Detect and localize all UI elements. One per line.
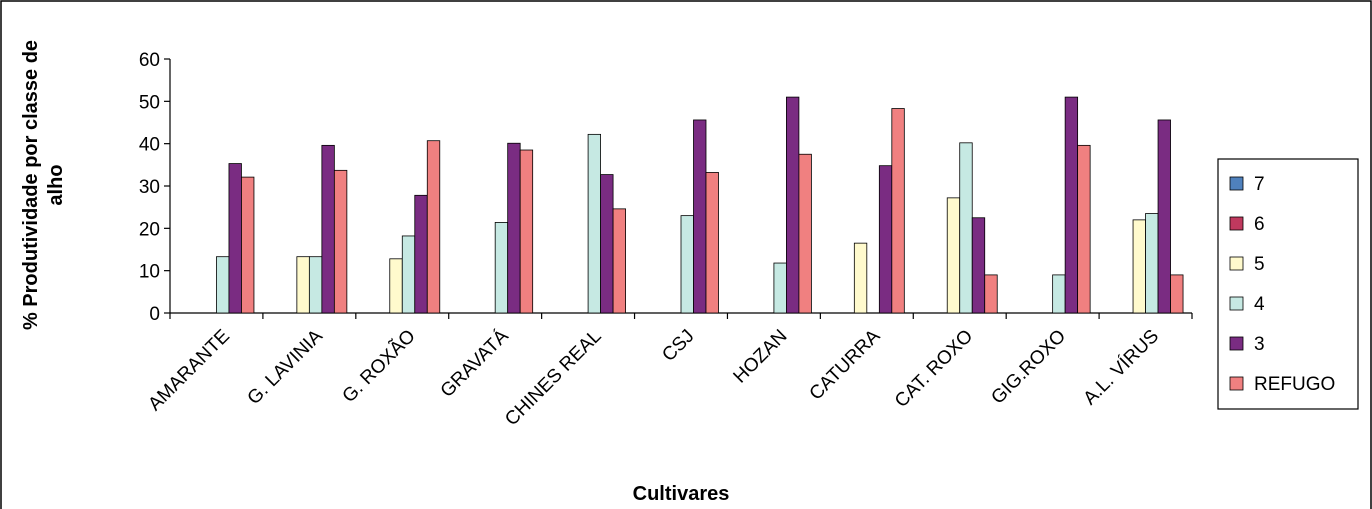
bar (891, 108, 905, 314)
bar (798, 153, 812, 314)
y-axis-title: % Produtividade por classe de alho (20, 40, 67, 330)
bar (333, 169, 348, 314)
y-tick-label: 60 (139, 50, 160, 71)
bar (959, 142, 973, 314)
legend: 7 6 5 4 3 REFUGO (1217, 158, 1359, 410)
bar (1157, 119, 1171, 314)
bar (1145, 213, 1159, 314)
legend-label: 6 (1254, 214, 1265, 235)
legend-label: 5 (1254, 254, 1265, 275)
y-tick-label: 40 (139, 135, 160, 156)
bar (878, 165, 893, 314)
bar (494, 222, 509, 314)
bar (1170, 274, 1184, 314)
bar (426, 140, 441, 314)
bar (1132, 219, 1146, 314)
bar (308, 256, 323, 314)
bar (773, 262, 787, 314)
legend-swatch (1229, 216, 1244, 231)
legend-box (1217, 158, 1359, 410)
bar (389, 258, 403, 314)
bar (693, 119, 707, 314)
bar (984, 274, 998, 314)
bar (1064, 96, 1079, 314)
y-tick-label: 0 (149, 304, 160, 325)
y-axis-title-line1: % Produtividade por classe de (20, 40, 42, 330)
bar (705, 172, 719, 314)
bar (946, 197, 961, 314)
bar (853, 242, 868, 314)
y-tick-label: 50 (139, 92, 160, 113)
legend-label: 3 (1254, 334, 1265, 355)
bar (1077, 144, 1091, 314)
legend-label: 7 (1254, 174, 1265, 195)
bar (228, 163, 242, 314)
legend-label: REFUGO (1254, 374, 1335, 395)
y-tick-label: 30 (139, 177, 160, 198)
bar (1052, 274, 1066, 314)
bar (216, 256, 230, 314)
bar (321, 144, 335, 314)
legend-swatch (1229, 296, 1244, 311)
bar (971, 217, 986, 314)
legend-swatch (1229, 376, 1244, 391)
bar (296, 256, 310, 314)
legend-swatch (1229, 256, 1244, 271)
bar (587, 133, 601, 314)
bar (401, 235, 416, 314)
x-axis-title: Cultivares (633, 483, 730, 505)
bar (600, 174, 614, 314)
legend-swatch (1229, 176, 1244, 191)
bar (612, 208, 626, 314)
bar (680, 215, 694, 314)
bar (786, 96, 800, 314)
legend-label: 4 (1254, 294, 1265, 315)
y-tick-label: 20 (139, 219, 160, 240)
bar (241, 176, 255, 314)
bar (519, 149, 534, 314)
y-axis-title-line2: alho (45, 164, 67, 205)
bar (507, 142, 521, 314)
legend-swatch (1229, 336, 1244, 351)
y-tick-label: 10 (139, 262, 160, 283)
bar (414, 194, 428, 314)
